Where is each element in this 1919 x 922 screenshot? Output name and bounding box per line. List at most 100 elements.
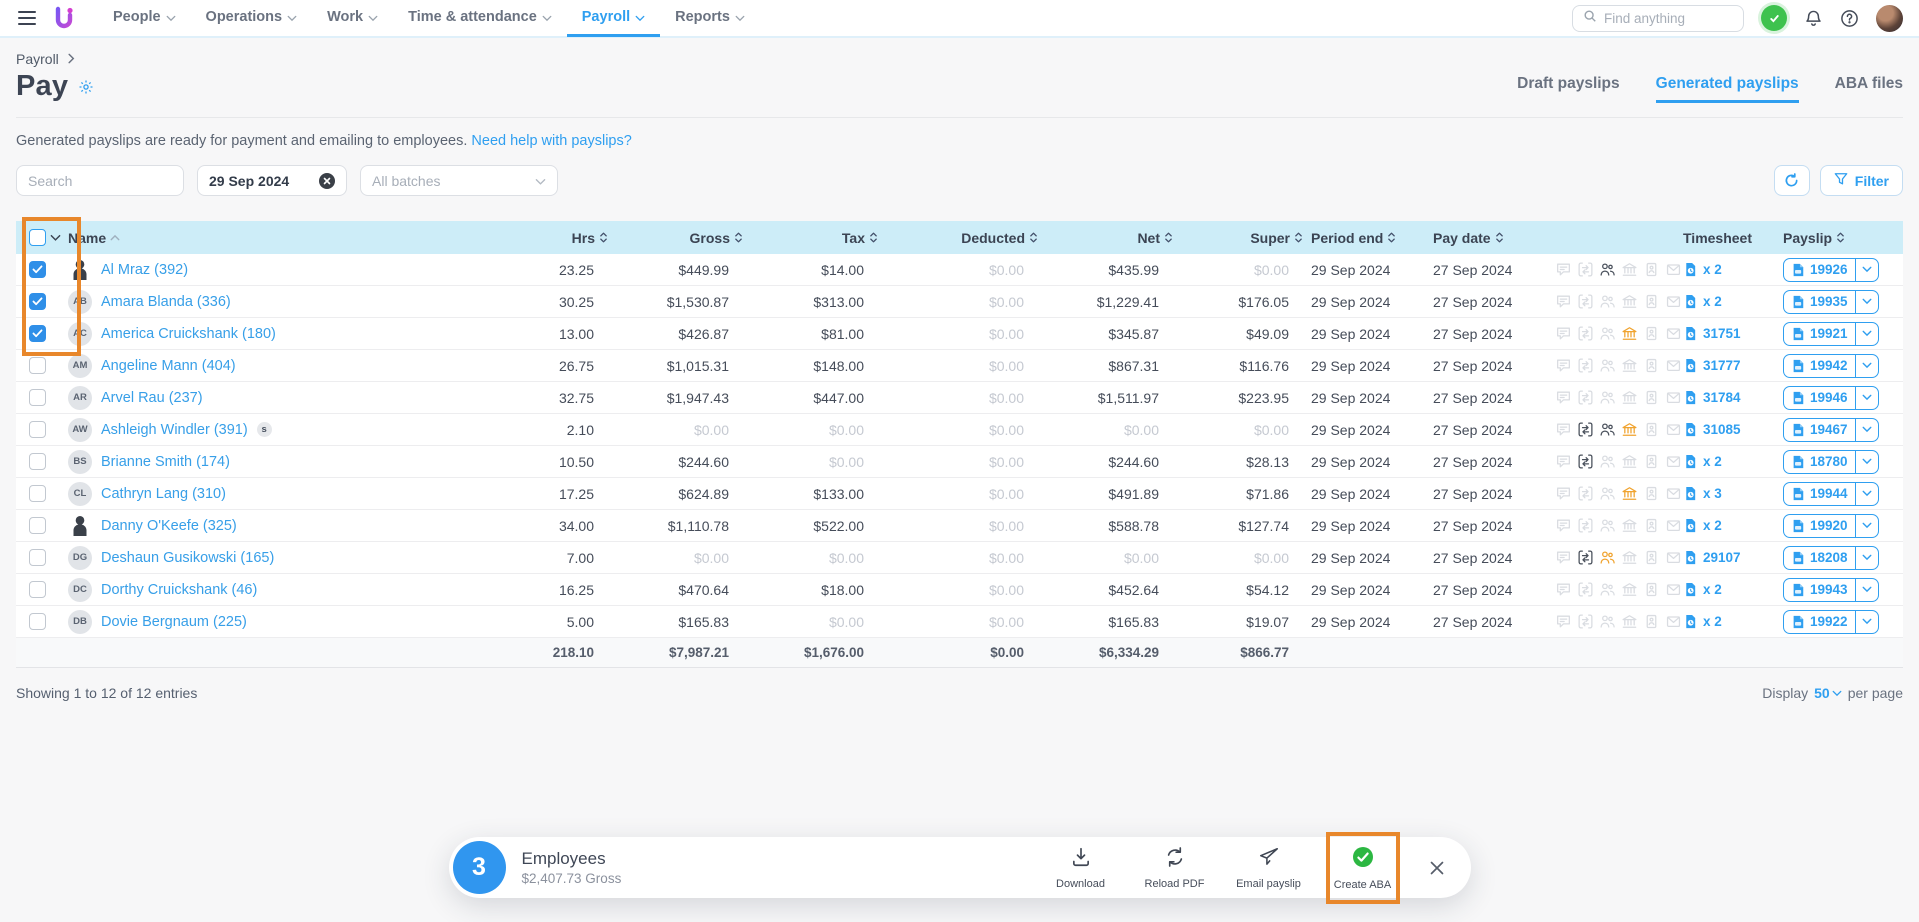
nav-item-reports[interactable]: Reports	[660, 0, 760, 37]
employee-name-link[interactable]: Ashleigh Windler (391)	[101, 421, 248, 438]
payslip-button[interactable]: 19935	[1783, 289, 1879, 314]
transfer-icon[interactable]	[1577, 421, 1594, 438]
people-icon[interactable]	[1599, 485, 1616, 502]
bank-icon[interactable]	[1621, 453, 1638, 470]
envelope-icon[interactable]	[1665, 453, 1682, 470]
receipt-icon[interactable]	[1643, 293, 1660, 310]
payslip-dropdown-icon[interactable]	[1854, 450, 1878, 473]
envelope-icon[interactable]	[1665, 581, 1682, 598]
row-checkbox[interactable]	[29, 421, 46, 438]
table-search-input[interactable]	[28, 172, 172, 189]
page-size-select[interactable]: 50	[1814, 685, 1842, 701]
transfer-icon[interactable]	[1577, 453, 1594, 470]
bank-icon[interactable]	[1621, 581, 1638, 598]
bank-icon[interactable]	[1621, 613, 1638, 630]
people-icon[interactable]	[1599, 549, 1616, 566]
row-checkbox[interactable]	[29, 517, 46, 534]
employee-name-link[interactable]: America Cruickshank (180)	[101, 325, 276, 342]
transfer-icon[interactable]	[1577, 357, 1594, 374]
transfer-icon[interactable]	[1577, 549, 1594, 566]
payslip-dropdown-icon[interactable]	[1854, 386, 1878, 409]
filter-button[interactable]: Filter	[1819, 165, 1903, 196]
payslip-button[interactable]: 19943	[1783, 577, 1879, 602]
envelope-icon[interactable]	[1665, 549, 1682, 566]
payslip-dropdown-icon[interactable]	[1854, 322, 1878, 345]
employee-name-link[interactable]: Amara Blanda (336)	[101, 293, 231, 310]
receipt-icon[interactable]	[1643, 453, 1660, 470]
people-icon[interactable]	[1599, 453, 1616, 470]
column-header-super[interactable]: Super	[1181, 230, 1311, 246]
timesheet-link[interactable]: x 2	[1683, 454, 1783, 469]
row-checkbox[interactable]	[29, 325, 46, 342]
row-checkbox[interactable]	[29, 549, 46, 566]
timesheet-link[interactable]: 31784	[1683, 390, 1783, 405]
row-checkbox[interactable]	[29, 485, 46, 502]
bank-icon[interactable]	[1621, 517, 1638, 534]
comment-icon[interactable]	[1555, 357, 1572, 374]
employee-name-link[interactable]: Danny O'Keefe (325)	[101, 517, 237, 534]
payslip-dropdown-icon[interactable]	[1854, 610, 1878, 633]
nav-item-payroll[interactable]: Payroll	[566, 0, 661, 37]
transfer-icon[interactable]	[1577, 389, 1594, 406]
payslip-button[interactable]: 18780	[1783, 449, 1879, 474]
employee-name-link[interactable]: Dovie Bergnaum (225)	[101, 613, 247, 630]
employee-name-link[interactable]: Al Mraz (392)	[101, 261, 189, 278]
timesheet-link[interactable]: x 2	[1683, 518, 1783, 533]
date-filter[interactable]: 29 Sep 2024	[197, 165, 347, 196]
column-header-name[interactable]: Name	[68, 230, 531, 246]
row-checkbox[interactable]	[29, 453, 46, 470]
payslip-dropdown-icon[interactable]	[1854, 482, 1878, 505]
receipt-icon[interactable]	[1643, 389, 1660, 406]
hamburger-menu-icon[interactable]	[16, 7, 38, 29]
bank-icon[interactable]	[1621, 293, 1638, 310]
batches-select[interactable]: All batches	[360, 165, 558, 196]
payslip-button[interactable]: 19922	[1783, 609, 1879, 634]
people-icon[interactable]	[1599, 517, 1616, 534]
comment-icon[interactable]	[1555, 581, 1572, 598]
bank-icon[interactable]	[1621, 389, 1638, 406]
column-header-net[interactable]: Net	[1046, 230, 1181, 246]
nav-item-operations[interactable]: Operations	[191, 0, 313, 37]
clear-date-icon[interactable]	[319, 172, 335, 189]
envelope-icon[interactable]	[1665, 357, 1682, 374]
envelope-icon[interactable]	[1665, 517, 1682, 534]
timesheet-link[interactable]: 31751	[1683, 326, 1783, 341]
people-icon[interactable]	[1599, 421, 1616, 438]
timesheet-link[interactable]: 29107	[1683, 550, 1783, 565]
column-header-hrs[interactable]: Hrs	[531, 230, 616, 246]
help-icon[interactable]	[1840, 9, 1859, 28]
receipt-icon[interactable]	[1643, 549, 1660, 566]
email-payslip-button[interactable]: Email payslip	[1229, 846, 1309, 890]
people-icon[interactable]	[1599, 325, 1616, 342]
tab-aba-files[interactable]: ABA files	[1834, 75, 1903, 92]
receipt-icon[interactable]	[1643, 421, 1660, 438]
bank-icon[interactable]	[1621, 421, 1638, 438]
employee-name-link[interactable]: Cathryn Lang (310)	[101, 485, 226, 502]
receipt-icon[interactable]	[1643, 325, 1660, 342]
comment-icon[interactable]	[1555, 293, 1572, 310]
people-icon[interactable]	[1599, 613, 1616, 630]
people-icon[interactable]	[1599, 293, 1616, 310]
employee-name-link[interactable]: Angeline Mann (404)	[101, 357, 236, 374]
envelope-icon[interactable]	[1665, 389, 1682, 406]
global-search[interactable]	[1572, 4, 1744, 32]
timesheet-link[interactable]: 31777	[1683, 358, 1783, 373]
people-icon[interactable]	[1599, 357, 1616, 374]
payslip-button[interactable]: 19942	[1783, 353, 1879, 378]
tab-draft-payslips[interactable]: Draft payslips	[1517, 75, 1620, 92]
app-logo[interactable]	[52, 6, 76, 30]
user-avatar[interactable]	[1876, 4, 1903, 32]
column-header-pay-date[interactable]: Pay date	[1433, 230, 1555, 246]
breadcrumb-payroll[interactable]: Payroll	[16, 51, 59, 67]
select-all-checkbox[interactable]	[29, 229, 46, 246]
comment-icon[interactable]	[1555, 517, 1572, 534]
envelope-icon[interactable]	[1665, 261, 1682, 278]
people-icon[interactable]	[1599, 261, 1616, 278]
comment-icon[interactable]	[1555, 261, 1572, 278]
row-checkbox[interactable]	[29, 357, 46, 374]
transfer-icon[interactable]	[1577, 485, 1594, 502]
transfer-icon[interactable]	[1577, 517, 1594, 534]
row-checkbox[interactable]	[29, 389, 46, 406]
bell-icon[interactable]	[1804, 9, 1823, 28]
transfer-icon[interactable]	[1577, 581, 1594, 598]
